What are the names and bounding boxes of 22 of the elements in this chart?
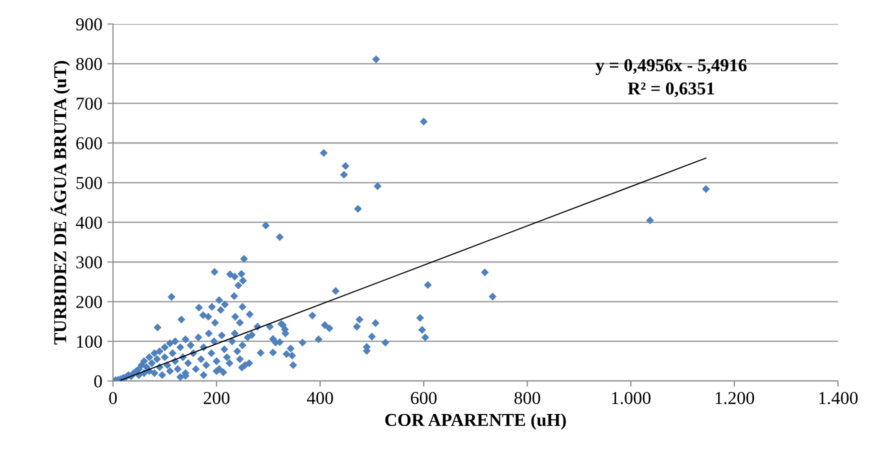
y-tick-label: 900	[76, 18, 102, 30]
y-tick-label: 800	[76, 58, 102, 70]
y-tick-label: 700	[76, 98, 102, 110]
x-tick-label: 1.200	[716, 392, 754, 404]
annotation: y = 0,4956x - 5,4916	[596, 59, 747, 76]
x-axis-title: COR APARENTE (uH)	[385, 413, 566, 430]
y-tick-label: 200	[76, 296, 102, 308]
y-tick-label: 400	[76, 216, 102, 229]
x-tick-label: 1.000	[612, 392, 650, 404]
x-tick-label: 0	[109, 392, 117, 404]
y-axis-title: TURBIDEZ DE ÁGUA BRUTA (uT)	[50, 60, 70, 345]
x-tick-label: 200	[204, 392, 230, 404]
x-tick-label: 400	[306, 392, 333, 404]
y-tick-label: 0	[94, 375, 102, 388]
y-tick-label: 600	[76, 137, 102, 150]
x-tick-label: 800	[514, 392, 540, 404]
y-tick-label: 100	[77, 336, 102, 348]
annotation: R² = 0,6351	[628, 82, 714, 98]
y-tick-label: 300	[76, 256, 102, 268]
x-tick-label: 1.400	[819, 392, 858, 404]
y-tick-label: 500	[76, 176, 102, 190]
x-tick-label: 600	[410, 392, 437, 404]
